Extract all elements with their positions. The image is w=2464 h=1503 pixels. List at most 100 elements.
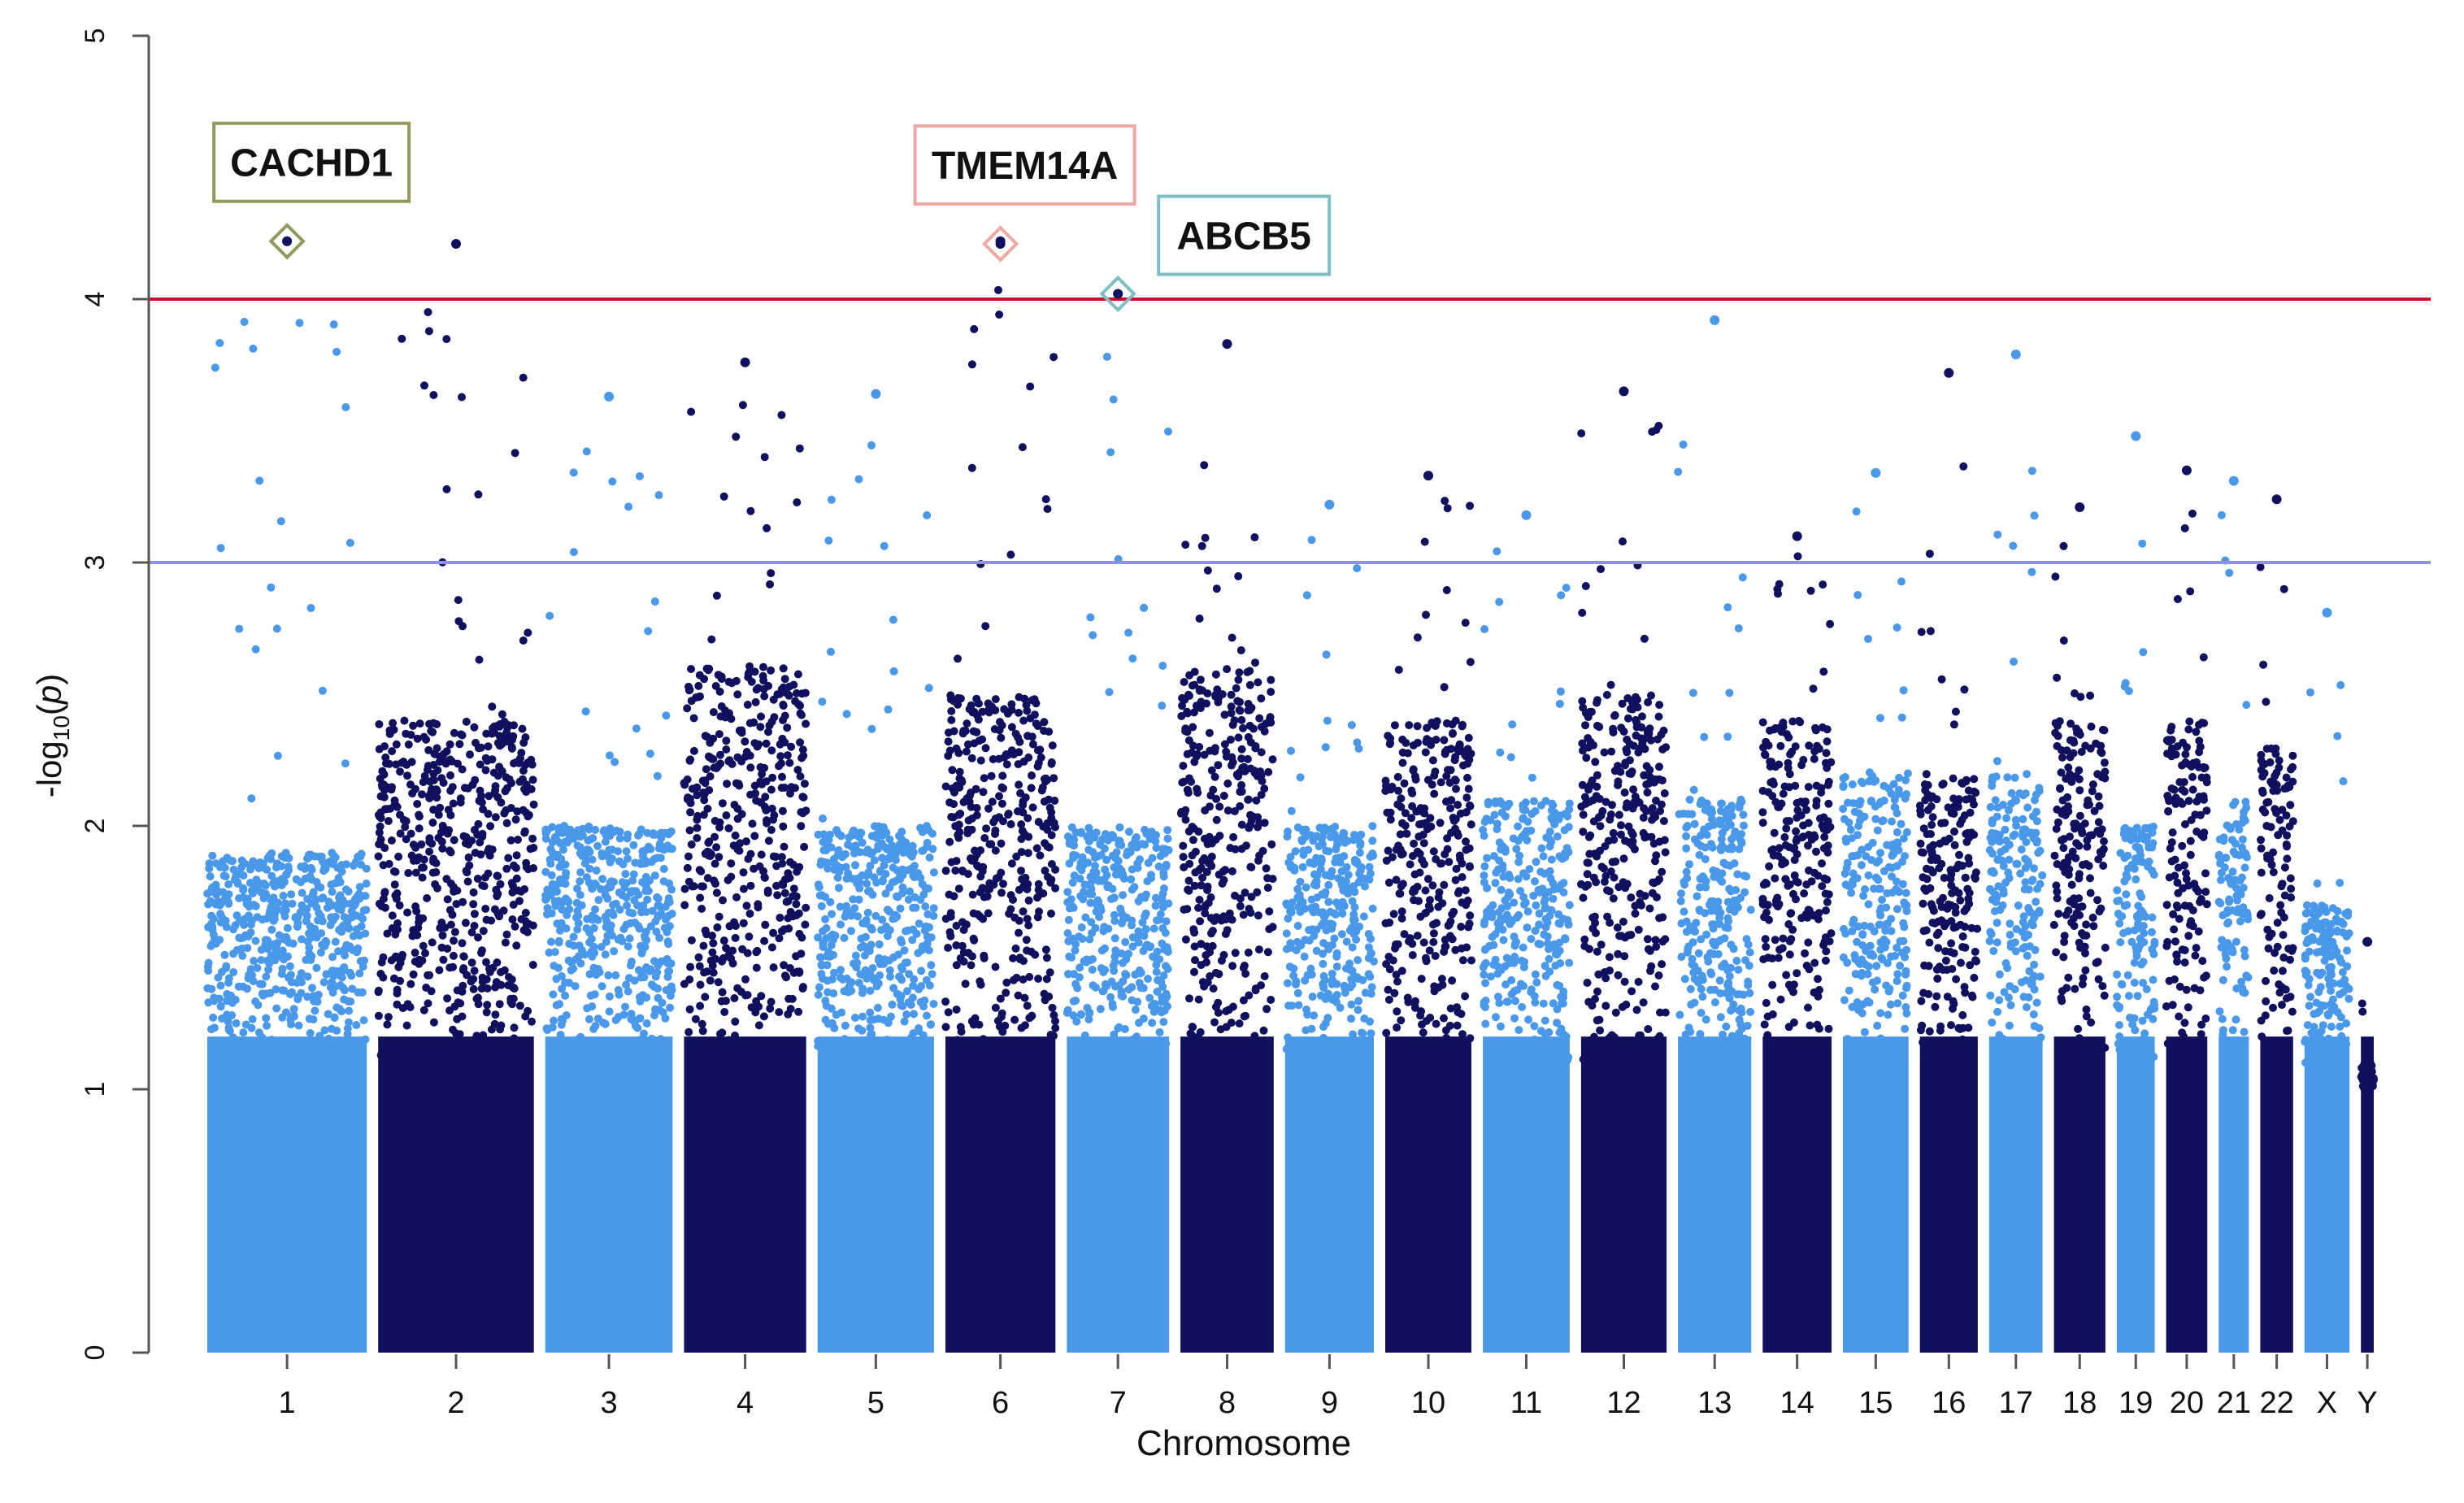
snp-point [1655, 875, 1664, 884]
snp-point [1017, 867, 1025, 875]
snp-point [474, 933, 482, 942]
snp-point [1245, 680, 1254, 689]
snp-point [1358, 975, 1367, 984]
snp-point [1609, 724, 1618, 733]
snp-point [1041, 945, 1050, 954]
snp-point [712, 843, 721, 852]
snp-point [389, 719, 398, 728]
snp-point [446, 771, 454, 780]
snp-point [1115, 836, 1124, 845]
snp-point [392, 894, 401, 903]
snp-point [446, 920, 455, 929]
snp-point [418, 873, 427, 882]
snp-point [224, 899, 233, 908]
snp-point [555, 875, 564, 884]
snp-point [361, 1035, 370, 1044]
snp-point [1717, 799, 1725, 808]
snp-point [801, 689, 810, 697]
snp-point [403, 771, 411, 780]
snp-point [1319, 949, 1328, 958]
snp-point [1149, 924, 1158, 933]
snp-point [1480, 920, 1488, 929]
snp-point [452, 1029, 460, 1038]
snp-point [1121, 1046, 1130, 1055]
snp-point [1481, 979, 1490, 988]
snp-point [1158, 903, 1167, 912]
snp-point [334, 947, 343, 956]
snp-point [896, 904, 905, 913]
snp-point [795, 862, 804, 871]
snp-point [732, 922, 740, 930]
snp-point [1077, 866, 1086, 875]
snp-point [891, 910, 900, 919]
snp-point [1394, 666, 1403, 674]
snp-point [1164, 845, 1173, 854]
snp-point [1392, 971, 1401, 979]
snp-point [1589, 817, 1598, 826]
snp-point [967, 701, 976, 710]
snp-point [759, 1012, 768, 1021]
snp-point [339, 963, 348, 972]
snp-point [550, 948, 559, 957]
snp-point [1354, 1006, 1362, 1014]
snp-point [459, 952, 468, 961]
snp-point [1690, 835, 1699, 844]
snp-point [497, 1021, 506, 1030]
snp-point [695, 671, 704, 680]
snp-point [1164, 427, 1172, 436]
snp-point [730, 994, 739, 1002]
snp-point [1359, 912, 1368, 921]
snp-point [1232, 1058, 1241, 1066]
snp-point [1456, 809, 1465, 818]
snp-point [572, 898, 581, 907]
snp-point [946, 695, 955, 704]
snp-point [445, 1058, 454, 1066]
snp-point [1519, 893, 1528, 901]
snp-point [1084, 823, 1093, 832]
snp-point [1206, 972, 1215, 980]
snp-point [297, 862, 306, 871]
snp-point [1557, 999, 1566, 1008]
snp-point [1222, 1023, 1231, 1032]
snp-point [1195, 615, 1204, 623]
snp-point [712, 888, 721, 897]
snp-point [569, 932, 578, 941]
snp-point [1245, 706, 1254, 715]
snp-point [776, 914, 784, 922]
snp-point [1332, 949, 1341, 958]
snp-point [1237, 745, 1246, 754]
snp-point [1742, 935, 1751, 944]
snp-point [1589, 873, 1598, 882]
snp-point [1430, 789, 1439, 798]
snp-point [308, 984, 316, 993]
snp-point [415, 918, 424, 927]
snp-point [1396, 889, 1405, 898]
snp-point [1310, 859, 1318, 868]
snp-point [1488, 1057, 1497, 1066]
snp-point [851, 1014, 859, 1022]
snp-point [657, 844, 666, 853]
snp-point [1233, 697, 1242, 706]
snp-point [337, 861, 346, 870]
snp-point [1223, 806, 1232, 815]
snp-point [436, 923, 445, 932]
snp-point [359, 962, 367, 971]
snp-point [769, 928, 778, 937]
snp-point [1545, 842, 1554, 851]
snp-point [1291, 847, 1300, 856]
snp-point [474, 490, 483, 499]
snp-point [1727, 887, 1736, 896]
snp-point [1015, 780, 1023, 789]
snp-point [1089, 981, 1097, 990]
snp-point [262, 891, 271, 900]
snp-point [655, 901, 664, 910]
snp-point [1722, 1022, 1731, 1031]
snp-point [695, 866, 704, 875]
snp-point [1501, 962, 1510, 971]
snp-point [1549, 879, 1558, 888]
snp-point [864, 868, 873, 877]
snp-point [883, 932, 892, 940]
snp-point [814, 990, 823, 999]
snp-point [629, 870, 638, 879]
snp-point [1401, 821, 1410, 830]
